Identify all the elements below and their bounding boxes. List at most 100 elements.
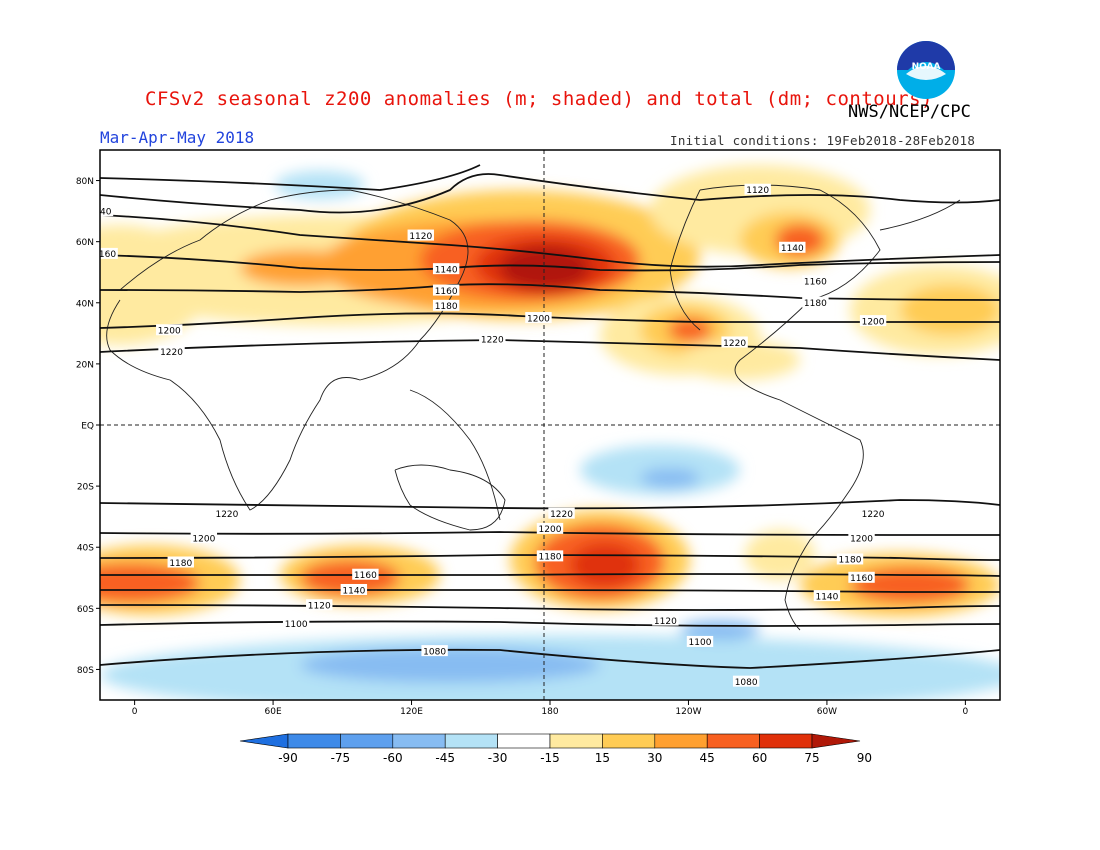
season-label: Mar-Apr-May 2018 — [100, 128, 255, 147]
colorbar-swatch — [602, 733, 656, 749]
contour-label-bg — [213, 507, 241, 519]
colorbar-swatch — [392, 733, 446, 749]
lon-label: 180 — [541, 707, 558, 717]
logo-text: NOAA — [912, 62, 941, 72]
lat-label: 80N — [76, 177, 94, 187]
contour-label: 1200 — [158, 327, 181, 337]
colorbar-label: -75 — [331, 751, 351, 765]
contour-label-bg — [813, 590, 841, 602]
contour-label-bg — [167, 556, 194, 568]
contour-label: 1200 — [527, 314, 550, 324]
contour-label: 1220 — [862, 510, 885, 520]
colorbar-label: -45 — [435, 751, 455, 765]
contour-label: 1200 — [862, 317, 885, 327]
contour-label-bg — [432, 299, 460, 311]
colorbar-swatch — [759, 733, 813, 749]
colorbar-swatch — [706, 733, 760, 749]
contour-label-bg — [686, 635, 714, 647]
contour-label: 1080 — [735, 678, 758, 688]
contour-label: 1160 — [354, 571, 377, 581]
contour-label-bg — [536, 550, 564, 562]
lon-label: 0 — [963, 707, 969, 717]
lat-label: 40S — [77, 544, 94, 554]
lat-label: 80S — [77, 666, 94, 676]
contour-label-bg — [100, 205, 114, 217]
contour-label-bg — [100, 247, 118, 259]
contour-label-bg — [859, 507, 887, 519]
contour-label: 1140 — [89, 207, 112, 217]
lat-label: 60S — [77, 605, 94, 615]
noaa-logo-icon: NOAA — [897, 41, 955, 99]
colorbar-label: 15 — [595, 751, 610, 765]
contour-label: 1200 — [539, 525, 562, 535]
contour-labels: 1140 1160 1120 1140 1160 1180 1200 1220 1200 1220… — [89, 183, 887, 688]
contour-label-bg — [848, 532, 875, 544]
initial-conditions-label: Initial conditions: 19Feb2018-28Feb2018 — [670, 133, 976, 148]
colorbar-label: -15 — [540, 751, 560, 765]
contour-label-bg — [744, 183, 771, 195]
colorbar-swatch — [287, 733, 341, 749]
contour-label: 1160 — [93, 250, 116, 260]
colorbar-legend: -90 -75 -60 -45 -30 -15 15 30 45 60 75 90 — [239, 733, 872, 765]
colorbar-swatch — [340, 733, 394, 749]
contour-label: 1220 — [550, 510, 573, 520]
colorbar-label: -60 — [383, 751, 403, 765]
lon-label: 120W — [675, 707, 701, 717]
map-title: CFSv2 seasonal z200 anomalies (m; shaded… — [145, 88, 933, 110]
contour-label-bg — [432, 284, 460, 296]
contour-label: 1180 — [169, 559, 192, 569]
colorbar-low-arrow — [239, 733, 289, 749]
contour-label-bg — [156, 324, 183, 336]
contour-label-bg — [732, 675, 760, 687]
contour-label-bg — [282, 617, 310, 629]
contour-label: 1180 — [839, 556, 862, 566]
longitude-axis: 0 60E 120E 180 120W 60W 0 — [132, 700, 969, 717]
colorbar-swatch — [549, 733, 603, 749]
contour-label-bg — [479, 333, 506, 345]
lat-label: 20S — [77, 483, 94, 493]
agency-label: NWS/NCEP/CPC — [848, 102, 971, 122]
contour-label-bg — [340, 584, 368, 595]
contour-label-bg — [848, 571, 875, 583]
lon-label: 60W — [817, 707, 837, 717]
contour-label-bg — [802, 275, 829, 287]
contour-label-bg — [432, 263, 460, 275]
contour-label-bg — [407, 229, 434, 241]
anomaly-shading — [100, 165, 1000, 700]
colorbar-label: 60 — [752, 751, 767, 765]
contour-label: 1120 — [654, 617, 677, 627]
contour-label: 1140 — [815, 592, 838, 602]
contour-label-bg — [306, 599, 333, 611]
contour-label-bg — [836, 553, 864, 565]
contour-label: 1160 — [435, 287, 458, 297]
contour-label: 1180 — [539, 553, 562, 563]
colorbar-label: -30 — [488, 751, 508, 765]
contour-label-bg — [190, 532, 218, 544]
contour-label-bg — [859, 315, 887, 327]
colorbar-swatch — [444, 733, 498, 749]
colorbar-label: 90 — [857, 751, 872, 765]
lat-label: 60N — [76, 238, 94, 248]
lat-label: EQ — [81, 422, 94, 432]
colorbar-label: 45 — [700, 751, 715, 765]
colorbar-label: 75 — [804, 751, 819, 765]
contour-label: 1200 — [192, 534, 215, 544]
colorbar-swatch — [497, 733, 551, 749]
latitude-axis: 80N 60N 40N 20N EQ 20S 40S 60S 80S — [76, 177, 100, 676]
contour-label: 1180 — [435, 302, 458, 312]
contour-label: 1220 — [215, 510, 238, 520]
contour-label-bg — [352, 568, 379, 580]
contour-label: 1220 — [481, 336, 504, 346]
height-contours — [100, 164, 1000, 669]
contour-label: 1200 — [850, 534, 873, 544]
colorbar-label: 30 — [647, 751, 662, 765]
colorbar-swatch — [654, 733, 708, 749]
contour-label-bg — [525, 312, 552, 324]
contour-label: 1120 — [308, 602, 331, 612]
contour-label: 1220 — [160, 348, 183, 358]
contour-label-bg — [536, 522, 564, 534]
contour-label-bg — [802, 296, 829, 308]
colorbar-high-arrow — [811, 733, 861, 749]
contour-label-bg — [652, 614, 679, 626]
